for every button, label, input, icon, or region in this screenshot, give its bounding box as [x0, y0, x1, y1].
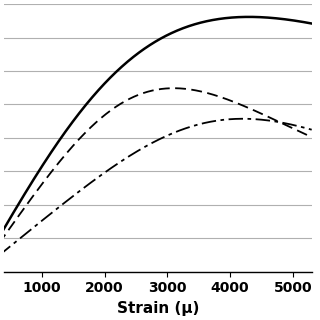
X-axis label: Strain (μ): Strain (μ) [117, 301, 199, 316]
